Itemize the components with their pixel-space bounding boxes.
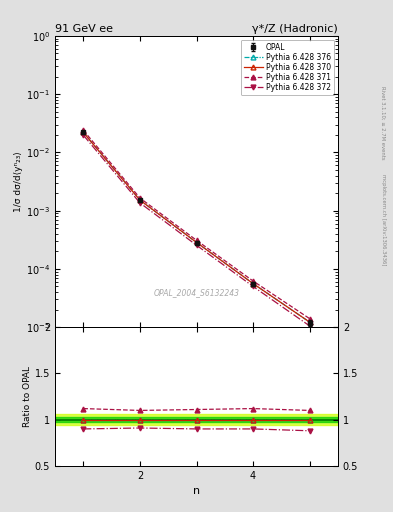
Bar (55, 414, 338, 425)
Pythia 6.428 372 (307, 323, 312, 329)
Pythia 6.428 370 (81, 130, 86, 136)
Text: γ*/Z (Hadronic): γ*/Z (Hadronic) (252, 24, 338, 34)
Text: Rivet 3.1.10; ≥ 2.7M events: Rivet 3.1.10; ≥ 2.7M events (381, 86, 386, 160)
Y-axis label: 1/σ dσ/d⟨yⁿ₂₃⟩: 1/σ dσ/d⟨yⁿ₂₃⟩ (14, 151, 23, 212)
X-axis label: n: n (193, 486, 200, 496)
Y-axis label: Ratio to OPAL: Ratio to OPAL (23, 366, 32, 427)
Text: mcplots.cern.ch [arXiv:1306.3436]: mcplots.cern.ch [arXiv:1306.3436] (381, 175, 386, 266)
Pythia 6.428 371 (307, 315, 312, 322)
Pythia 6.428 372 (194, 242, 199, 248)
Text: OPAL_2004_S6132243: OPAL_2004_S6132243 (154, 288, 239, 297)
Legend: OPAL, Pythia 6.428 376, Pythia 6.428 370, Pythia 6.428 371, Pythia 6.428 372: OPAL, Pythia 6.428 376, Pythia 6.428 370… (241, 39, 334, 95)
Pythia 6.428 370 (251, 281, 255, 287)
Pythia 6.428 376 (307, 319, 312, 325)
Pythia 6.428 376 (81, 130, 86, 136)
Bar (55, 417, 338, 422)
Pythia 6.428 372 (81, 132, 86, 138)
Line: Pythia 6.428 376: Pythia 6.428 376 (81, 130, 312, 325)
Pythia 6.428 376 (138, 197, 142, 203)
Pythia 6.428 376 (251, 281, 255, 287)
Pythia 6.428 376 (194, 239, 199, 245)
Pythia 6.428 370 (138, 197, 142, 203)
Pythia 6.428 370 (194, 239, 199, 245)
Text: 91 GeV ee: 91 GeV ee (55, 24, 113, 34)
Line: Pythia 6.428 372: Pythia 6.428 372 (81, 133, 312, 328)
Pythia 6.428 372 (138, 200, 142, 206)
Pythia 6.428 372 (251, 283, 255, 289)
Pythia 6.428 371 (251, 278, 255, 284)
Line: Pythia 6.428 371: Pythia 6.428 371 (81, 128, 312, 321)
Pythia 6.428 371 (194, 237, 199, 243)
Pythia 6.428 371 (81, 127, 86, 133)
Line: Pythia 6.428 370: Pythia 6.428 370 (81, 130, 312, 325)
Pythia 6.428 371 (138, 195, 142, 201)
Pythia 6.428 370 (307, 319, 312, 325)
